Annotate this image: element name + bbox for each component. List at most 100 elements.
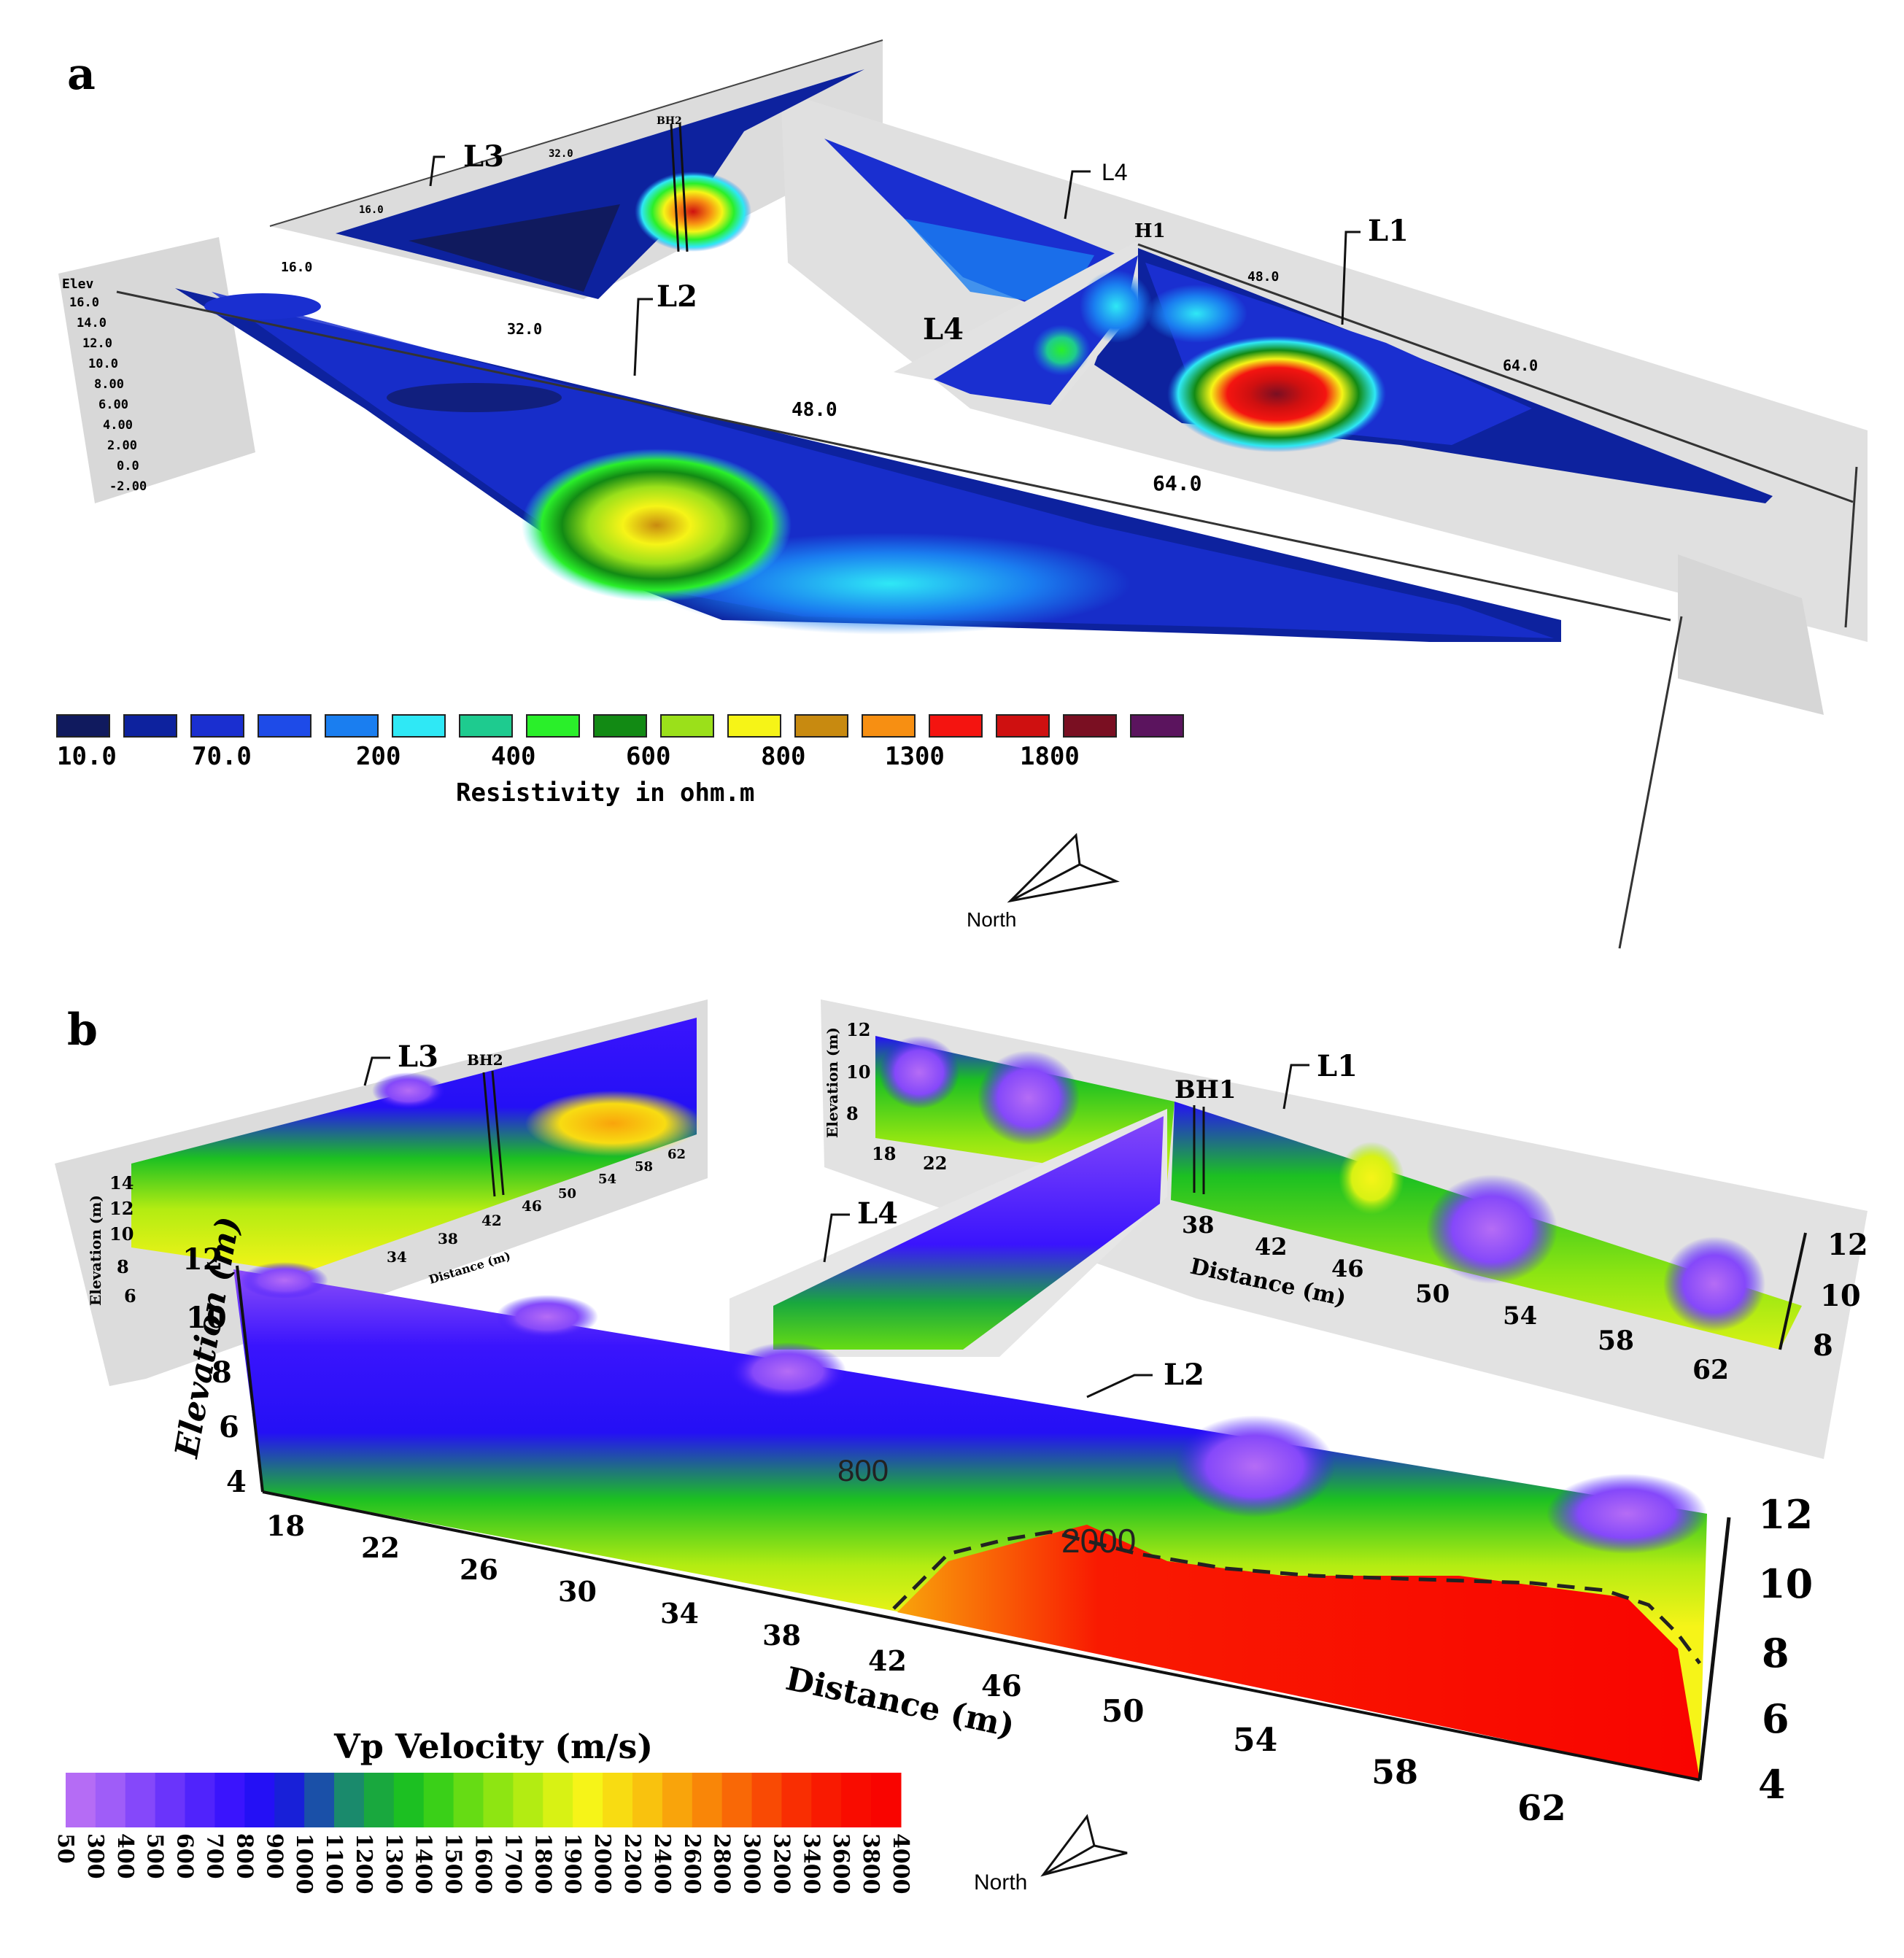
- elev-tick-6: 4.00: [103, 418, 133, 433]
- l2-velocity-section: 800 2000: [233, 1262, 1707, 1780]
- borehole-h1-label: H1: [1134, 220, 1166, 242]
- velocity-swatch: [632, 1773, 663, 1827]
- velocity-swatch: [871, 1773, 902, 1827]
- svg-text:38: 38: [762, 1619, 801, 1652]
- l2-tick-64: 64.0: [1153, 471, 1201, 495]
- svg-text:54: 54: [1503, 1301, 1537, 1331]
- elev-tick-2: 12.0: [82, 336, 112, 351]
- svg-text:L4: L4: [1102, 159, 1128, 185]
- velocity-swatch: [304, 1773, 335, 1827]
- l3-resistivity-section: [336, 69, 864, 299]
- line-label-l2: L2: [633, 279, 697, 376]
- resistivity-colorbar: 10.0 70.0 200 400 600 800 1300 1800 Resi…: [56, 714, 1184, 808]
- resistivity-label-5: 800: [761, 742, 805, 771]
- contour-2000-line: [892, 1530, 1701, 1665]
- velocity-colorbar: Vp Velocity (m/s) 50 300 400 500 600 700 800 90…: [53, 1727, 913, 1895]
- svg-text:10: 10: [846, 1061, 870, 1083]
- l3-tick-16: 16.0: [359, 204, 384, 216]
- svg-text:50: 50: [1415, 1280, 1450, 1309]
- svg-text:10: 10: [109, 1223, 133, 1245]
- velocity-colorbar-label: 1800: [530, 1833, 555, 1895]
- l2-right-wall: [1678, 554, 1824, 715]
- velocity-swatch: [573, 1773, 603, 1827]
- velocity-colorbar-title: Vp Velocity (m/s): [333, 1727, 653, 1766]
- borehole-bh2-label: BH2: [657, 115, 682, 127]
- svg-text:58: 58: [635, 1159, 653, 1175]
- velocity-colorbar-label: 1900: [560, 1833, 585, 1895]
- l3-distance-axis: 34 38 42 46 50 54 58 62: [387, 1147, 686, 1266]
- north-arrow-a: North: [967, 832, 1120, 931]
- l2-right-ruler: [1618, 616, 1683, 949]
- panel-a: a: [56, 39, 1868, 949]
- svg-text:L1: L1: [1317, 1049, 1358, 1083]
- svg-text:L4: L4: [857, 1196, 898, 1231]
- l2-distance-axis: 18 22 26 30 34 38 42 46 50 54 58 62: [262, 1490, 1700, 1829]
- b-line-label-l2: L2: [1086, 1358, 1204, 1398]
- resistivity-swatch: [660, 714, 714, 738]
- resistivity-swatch: [123, 714, 177, 738]
- contour-800-label: 800: [837, 1453, 889, 1487]
- l1-axis-line: [1137, 243, 1854, 503]
- l2-tick-16: 16.0: [281, 260, 312, 275]
- velocity-swatch: [483, 1773, 514, 1827]
- velocity-colorbar-label: 2000: [589, 1833, 615, 1895]
- resistivity-swatch: [929, 714, 983, 738]
- resistivity-label-7: 1800: [1020, 742, 1080, 771]
- velocity-colorbar-label: 1300: [381, 1833, 406, 1895]
- velocity-colorbar-label: 3000: [739, 1833, 765, 1895]
- b-line-label-l3: L3: [363, 1040, 438, 1086]
- l4-velocity-section: [730, 1109, 1167, 1357]
- velocity-swatch: [125, 1773, 156, 1827]
- resistivity-swatch: [325, 714, 379, 738]
- svg-text:L3: L3: [398, 1040, 438, 1074]
- l1-elevation-axis: 12 10 8: [1779, 1228, 1868, 1363]
- svg-text:34: 34: [660, 1597, 699, 1630]
- svg-text:L2: L2: [1164, 1358, 1204, 1392]
- velocity-swatch: [214, 1773, 245, 1827]
- b-line-label-l4: L4: [823, 1196, 898, 1263]
- l3-velocity-section: [131, 1018, 700, 1273]
- velocity-swatch: [244, 1773, 275, 1827]
- l1-resistivity-section: [824, 139, 1773, 503]
- svg-text:22: 22: [361, 1531, 400, 1564]
- svg-text:8: 8: [117, 1256, 129, 1277]
- svg-text:58: 58: [1371, 1752, 1418, 1792]
- resistivity-label-2: 200: [356, 742, 400, 771]
- resistivity-swatch: [1063, 714, 1117, 738]
- velocity-colorbar-label: 4000: [888, 1833, 913, 1895]
- velocity-swatch: [393, 1773, 425, 1827]
- svg-text:58: 58: [1598, 1326, 1634, 1356]
- velocity-colorbar-label: 3600: [828, 1833, 854, 1895]
- north-label-b: North: [974, 1870, 1027, 1895]
- resistivity-label-6: 1300: [885, 742, 945, 771]
- resistivity-swatch: [526, 714, 580, 738]
- svg-text:54: 54: [1233, 1722, 1277, 1759]
- svg-text:26: 26: [460, 1553, 498, 1586]
- velocity-swatch: [453, 1773, 484, 1827]
- resistivity-label-1: 70.0: [192, 742, 252, 771]
- svg-text:8: 8: [1813, 1328, 1833, 1363]
- velocity-swatch: [603, 1773, 633, 1827]
- resistivity-swatch: [794, 714, 848, 738]
- velocity-swatch: [751, 1773, 782, 1827]
- velocity-colorbar-label: 300: [82, 1833, 108, 1879]
- north-arrow-b: North: [974, 1814, 1128, 1895]
- svg-text:10: 10: [1820, 1279, 1861, 1313]
- panel-b: b: [53, 999, 1868, 1895]
- resistivity-swatch: [392, 714, 446, 738]
- velocity-swatch: [721, 1773, 753, 1827]
- svg-text:46: 46: [522, 1197, 542, 1215]
- svg-text:12: 12: [1827, 1228, 1868, 1262]
- l1-left-elevation-title: Elevation (m): [824, 1027, 841, 1138]
- svg-text:8: 8: [1762, 1630, 1789, 1676]
- resistivity-swatch: [56, 714, 110, 738]
- svg-text:18: 18: [266, 1509, 305, 1542]
- svg-text:L4: L4: [923, 312, 964, 347]
- b-borehole-bh1-label: BH1: [1174, 1075, 1237, 1104]
- velocity-swatch: [423, 1773, 454, 1827]
- svg-text:42: 42: [481, 1212, 502, 1229]
- l3-elevation-title: Elevation (m): [87, 1195, 104, 1306]
- velocity-colorbar-label: 3200: [768, 1833, 794, 1895]
- velocity-colorbar-label: 1400: [411, 1833, 436, 1895]
- svg-text:54: 54: [598, 1172, 616, 1187]
